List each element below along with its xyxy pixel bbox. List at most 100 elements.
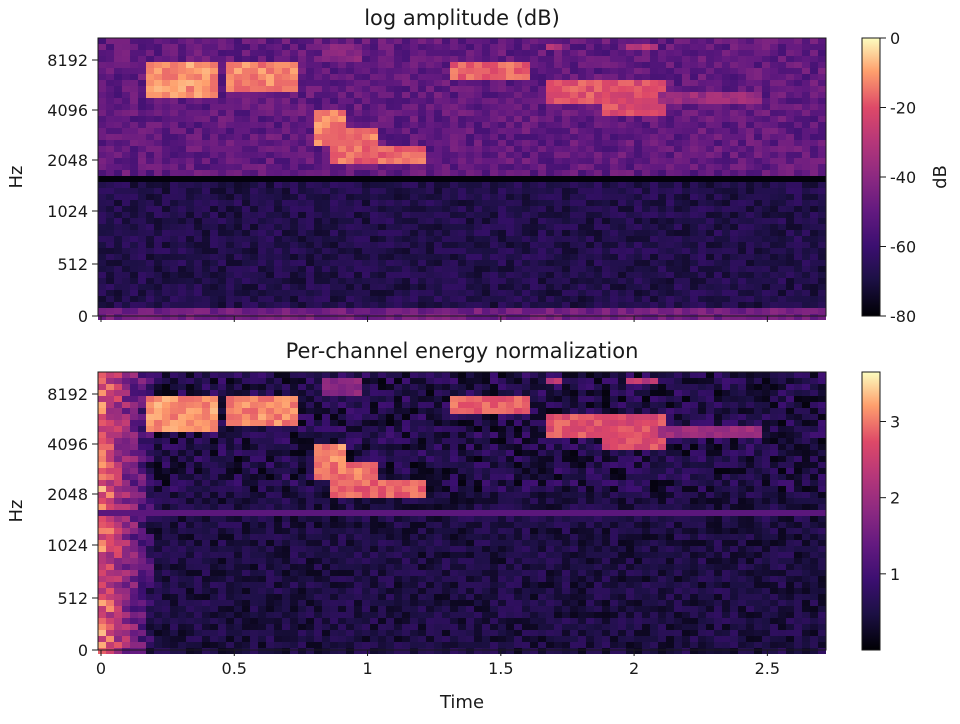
heatmap-cell [330,278,338,284]
heatmap-cell [666,50,674,56]
heatmap-cell [210,236,218,242]
heatmap-cell [394,164,402,170]
heatmap-cell [546,56,554,62]
heatmap-cell [338,134,346,140]
heatmap-cell [466,188,474,194]
heatmap-cell [690,98,698,104]
heatmap-cell [594,140,602,146]
heatmap-cell [322,116,330,122]
heatmap-cell [570,218,578,224]
heatmap-cell [162,206,170,212]
heatmap-cell [418,62,426,68]
heatmap-cell [690,50,698,56]
heatmap-cell [402,98,410,104]
heatmap-cell [698,302,706,308]
heatmap-cell [786,308,794,314]
heatmap-cell [226,116,234,122]
heatmap-cell [714,170,722,176]
heatmap-cell [514,80,522,86]
heatmap-cell [154,384,162,390]
heatmap-cell [218,176,226,182]
heatmap-cell [786,92,794,98]
heatmap-cell [258,254,266,260]
heatmap-cell [298,200,306,206]
heatmap-cell [642,170,650,176]
heatmap-cell [274,86,282,92]
heatmap-cell [402,86,410,92]
heatmap-cell [226,314,234,320]
heatmap-cell [114,110,122,116]
heatmap-cell [546,122,554,128]
heatmap-cell [218,200,226,206]
heatmap-cell [114,504,122,510]
heatmap-cell [178,432,186,438]
heatmap-cell [378,302,386,308]
heatmap-cell [490,302,498,308]
heatmap-cell [554,308,562,314]
heatmap-cell [450,98,458,104]
heatmap-cell [546,230,554,236]
heatmap-cell [594,284,602,290]
heatmap-cell [178,390,186,396]
heatmap-cell [306,272,314,278]
heatmap-cell [154,600,162,606]
heatmap-cell [170,200,178,206]
heatmap-cell [610,62,618,68]
heatmap-cell [626,296,634,302]
heatmap-cell [154,546,162,552]
heatmap-cell [554,146,562,152]
heatmap-cell [778,128,786,134]
heatmap-cell [146,242,154,248]
heatmap-cell [418,194,426,200]
heatmap-cell [466,104,474,110]
heatmap-cell [666,194,674,200]
heatmap-cell [522,152,530,158]
heatmap-cell [298,218,306,224]
heatmap-cell [714,38,722,44]
heatmap-cell [714,308,722,314]
heatmap-cell [106,558,114,564]
heatmap-cell [706,92,714,98]
heatmap-cell [418,122,426,128]
heatmap-cell [546,116,554,122]
heatmap-cell [146,438,154,444]
heatmap-cell [162,396,170,402]
heatmap-cell [570,188,578,194]
heatmap-cell [386,254,394,260]
heatmap-cell [154,314,162,320]
heatmap-cell [194,630,202,636]
heatmap-cell [226,272,234,278]
heatmap-cell [610,314,618,320]
heatmap-cell [122,110,130,116]
heatmap-cell [178,582,186,588]
heatmap-cell [178,248,186,254]
heatmap-cell [306,80,314,86]
heatmap-cell [242,140,250,146]
heatmap-cell [178,468,186,474]
heatmap-cell [98,630,106,636]
heatmap-cell [202,116,210,122]
heatmap-cell [298,38,306,44]
heatmap-cell [178,278,186,284]
heatmap-cell [682,206,690,212]
heatmap-cell [162,170,170,176]
heatmap-cell [186,408,194,414]
heatmap-cell [178,38,186,44]
heatmap-cell [530,122,538,128]
heatmap-cell [234,128,242,134]
heatmap-cell [98,56,106,62]
heatmap-cell [146,462,154,468]
heatmap-cell [650,146,658,152]
heatmap-cell [802,140,810,146]
heatmap-cell [242,38,250,44]
heatmap-cell [578,182,586,188]
heatmap-cell [618,194,626,200]
heatmap-cell [714,272,722,278]
heatmap-cell [410,110,418,116]
heatmap-cell [250,224,258,230]
heatmap-cell [194,438,202,444]
heatmap-cell [458,182,466,188]
heatmap-cell [178,212,186,218]
heatmap-cell [754,236,762,242]
heatmap-cell [234,92,242,98]
